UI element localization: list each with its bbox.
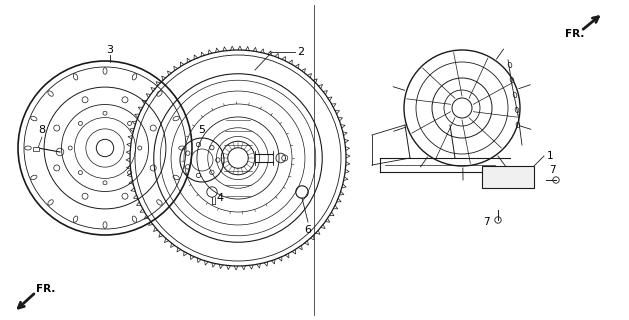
Text: 7: 7 <box>548 165 555 175</box>
Text: FR.: FR. <box>565 29 585 39</box>
Text: 4: 4 <box>216 193 223 203</box>
Text: FR.: FR. <box>36 284 56 294</box>
Text: 3: 3 <box>106 45 113 55</box>
Text: 1: 1 <box>547 151 554 161</box>
Text: 5: 5 <box>199 125 206 135</box>
Text: 8: 8 <box>38 125 45 135</box>
Text: 2: 2 <box>298 47 304 57</box>
Bar <box>482 166 534 188</box>
Text: 7: 7 <box>482 217 489 227</box>
Bar <box>33 147 39 151</box>
Text: 6: 6 <box>304 225 311 235</box>
